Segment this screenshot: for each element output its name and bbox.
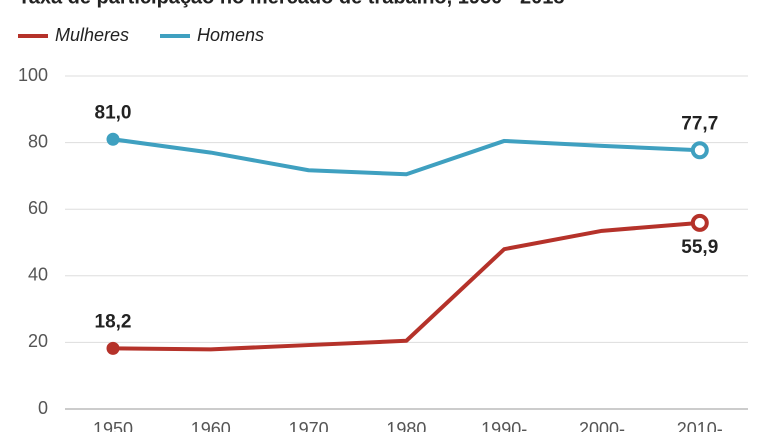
series-line (112, 137, 700, 177)
x-tick-label: 2010- (677, 419, 723, 432)
y-tick-label: 20 (28, 331, 48, 351)
point-marker (106, 341, 120, 355)
point-marker (106, 132, 120, 146)
legend-label: Homens (197, 25, 264, 45)
point-marker (690, 213, 709, 232)
legend-label: Mulheres (55, 25, 129, 45)
point-marker (690, 141, 709, 160)
x-tick-label: 1990- (481, 419, 527, 432)
value-label: 81,0 (95, 102, 132, 123)
y-tick-label: 0 (38, 398, 48, 418)
x-tick-label: 2000- (579, 419, 625, 432)
y-tick-label: 80 (28, 131, 48, 151)
chart-title: Taxa de participação no mercado de traba… (18, 0, 565, 8)
value-label: 55,9 (681, 237, 718, 258)
series-line (112, 220, 700, 352)
y-tick-label: 40 (28, 265, 48, 285)
y-tick-label: 60 (28, 198, 48, 218)
y-tick-label: 100 (18, 65, 48, 85)
x-tick-label: 1970 (289, 419, 329, 432)
x-tick-label: 1980 (386, 419, 426, 432)
value-label: 77,7 (681, 113, 718, 134)
value-label: 18,2 (95, 311, 132, 332)
x-tick-label: 1950 (93, 419, 133, 432)
x-tick-label: 1960 (191, 419, 231, 432)
